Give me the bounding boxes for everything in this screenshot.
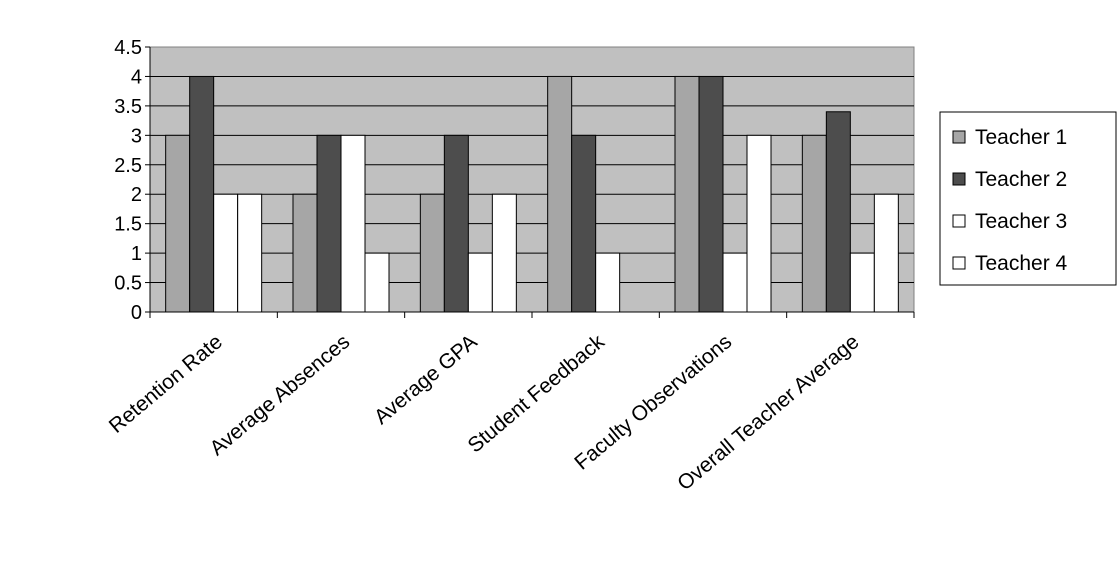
bar-teacher-2 [189,75,215,313]
bars [165,75,899,313]
legend-label: Teacher 4 [975,252,1068,275]
bar-teacher-4 [237,193,263,313]
legend-box [939,111,1117,286]
bar-teacher-3 [849,252,875,313]
y-tick-label: 2.5 [114,155,142,177]
bar-teacher-3 [213,193,239,313]
y-tick-label: 1 [131,243,142,265]
bar-teacher-3 [467,252,493,313]
y-tick-label: 4.5 [114,37,142,59]
legend-swatch [952,256,966,270]
bar-teacher-2 [316,134,342,313]
bar-teacher-3 [340,134,366,313]
gridlines [150,75,914,284]
bar-teacher-4 [364,252,390,313]
y-tick-label: 1.5 [114,214,142,236]
y-axis-tick-labels: 0 0.5 1 1.5 2 2.5 3 3.5 4 4.5 [114,37,142,324]
legend-label: Teacher 2 [975,168,1067,191]
x-tick-label: Retention Rate [105,330,227,438]
legend-swatch [952,214,966,228]
y-tick-label: 0.5 [114,273,142,295]
plot-area [149,46,915,313]
axes [145,46,915,318]
bar-teacher-1 [165,134,191,313]
bar-teacher-1 [292,193,318,313]
legend-swatch [952,172,966,186]
bar-teacher-1 [547,75,573,313]
legend: Teacher 1 Teacher 2 Teacher 3 Teacher 4 [939,111,1117,286]
bar-teacher-2 [571,134,597,313]
bar-teacher-2 [443,134,469,313]
bar-teacher-4 [746,134,772,313]
bar-teacher-2 [825,111,851,313]
x-tick-label: Average Absences [206,330,355,460]
bar-teacher-2 [698,75,724,313]
x-tick-label: Student Feedback [464,330,610,458]
bar-teacher-1 [674,75,700,313]
y-tick-label: 3 [131,125,142,147]
legend-label: Teacher 1 [975,126,1067,149]
bar-teacher-3 [595,252,621,313]
bar-teacher-4 [491,193,517,313]
y-tick-label: 0 [131,302,142,324]
bar-teacher-1 [419,193,445,313]
bar-teacher-1 [801,134,827,313]
legend-swatch [952,130,966,144]
y-tick-label: 4 [131,66,142,88]
y-tick-label: 2 [131,184,142,206]
y-tick-label: 3.5 [114,96,142,118]
bar-teacher-3 [722,252,748,313]
bar-teacher-4 [873,193,899,313]
x-tick-label: Average GPA [370,330,482,429]
legend-label: Teacher 3 [975,210,1067,233]
